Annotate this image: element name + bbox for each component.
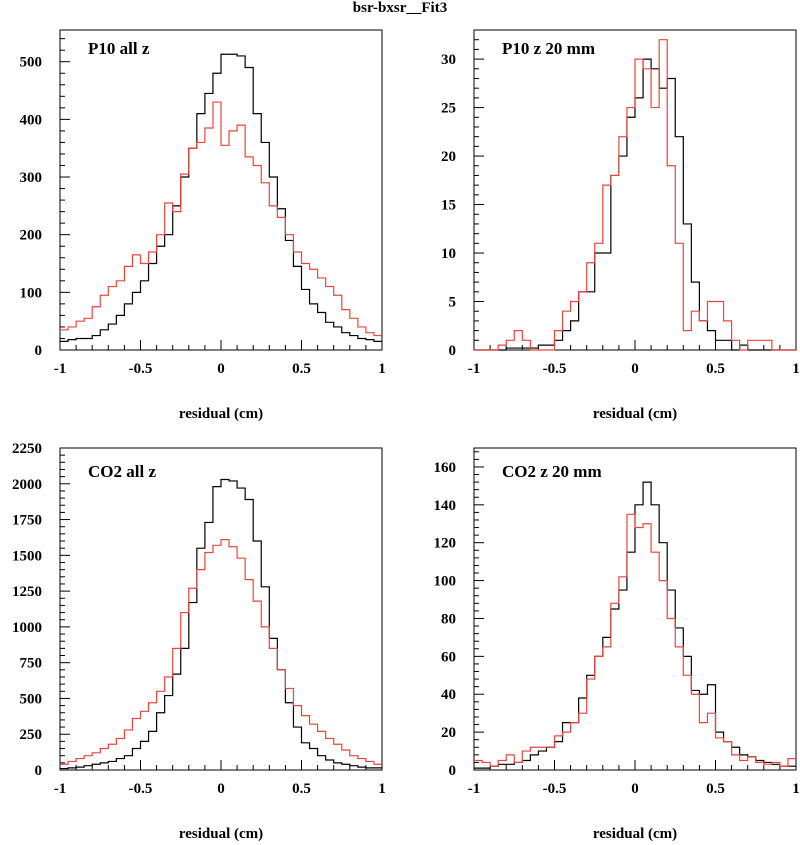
y-tick-label: 15 [441, 198, 456, 214]
histogram-series-red [60, 101, 382, 337]
histogram-series-black [474, 481, 796, 769]
y-tick-label: 5 [449, 295, 457, 311]
x-tick-label: 0 [217, 781, 225, 797]
y-tick-label: 40 [441, 687, 456, 703]
y-tick-label: 0 [449, 343, 457, 359]
x-axis-label: residual (cm) [179, 406, 263, 422]
y-tick-label: 500 [20, 691, 43, 707]
histogram-panel-1: -1 -0.5 0 0.5 1 0 100 200 300 400 500 P10 all z resi… [20, 29, 386, 422]
histogram-series-red [474, 39, 796, 351]
y-tick-label: 1000 [12, 620, 42, 636]
x-tick-label: 1 [792, 361, 800, 377]
y-tick-label: 1250 [12, 584, 42, 600]
y-tick-label: 60 [441, 649, 456, 665]
x-tick-label: -0.5 [129, 361, 153, 377]
panel-label: CO2 z 20 mm [502, 462, 602, 481]
panel-label: P10 z 20 mm [502, 39, 595, 58]
x-tick-label: -1 [468, 361, 481, 377]
y-tick-label: 20 [441, 149, 456, 165]
histogram-series-red [474, 513, 796, 767]
y-tick-label: 25 [441, 101, 456, 117]
x-tick-label: 0.5 [292, 361, 311, 377]
y-tick-label: 2000 [12, 477, 42, 493]
histogram-panel-4: -1 -0.5 0 0.5 1 0 20 40 60 80 100 120 140 160 CO2 z 20… [434, 447, 800, 842]
y-tick-label: 400 [20, 112, 43, 128]
y-tick-label: 10 [441, 246, 456, 262]
y-tick-label: 2250 [12, 441, 42, 457]
histogram-series-black [60, 53, 382, 342]
plot-frame [59, 447, 383, 771]
y-tick-label: 0 [35, 763, 43, 779]
x-tick-label: 1 [792, 781, 800, 797]
plot-frame [473, 447, 797, 771]
x-tick-label: 0.5 [706, 361, 725, 377]
y-tick-label: 200 [20, 228, 43, 244]
y-tick-label: 1500 [12, 548, 42, 564]
histogram-panel-3: -1 -0.5 0 0.5 1 0 250 500 750 1000 1250 1500 1750 200… [12, 441, 386, 842]
histogram-series-red [60, 538, 382, 765]
x-tick-label: 1 [378, 361, 386, 377]
histogram-series-black [60, 478, 382, 770]
x-axis-label: residual (cm) [179, 826, 263, 842]
x-tick-label: -1 [468, 781, 481, 797]
x-tick-label: 0.5 [706, 781, 725, 797]
figure-title: bsr-bxsr__Fit3 [352, 0, 448, 16]
y-tick-label: 140 [434, 498, 457, 514]
x-axis-label: residual (cm) [593, 826, 677, 842]
x-tick-label: -1 [54, 361, 67, 377]
x-tick-label: 1 [378, 781, 386, 797]
x-tick-label: -0.5 [543, 781, 567, 797]
histogram-series-black [474, 58, 796, 351]
x-tick-label: -0.5 [543, 361, 567, 377]
x-tick-label: 0.5 [292, 781, 311, 797]
y-tick-label: 500 [20, 55, 43, 71]
y-tick-label: 0 [449, 763, 457, 779]
x-tick-label: -0.5 [129, 781, 153, 797]
y-tick-label: 250 [20, 727, 43, 743]
x-tick-label: -1 [54, 781, 67, 797]
y-tick-label: 300 [20, 170, 43, 186]
y-tick-label: 120 [434, 536, 457, 552]
x-tick-label: 0 [631, 781, 639, 797]
y-tick-label: 30 [441, 52, 456, 68]
y-tick-label: 160 [434, 460, 457, 476]
y-tick-label: 80 [441, 611, 456, 627]
y-tick-label: 750 [20, 656, 43, 672]
x-tick-label: 0 [217, 361, 225, 377]
plot-frame [59, 29, 383, 351]
y-tick-label: 20 [441, 725, 456, 741]
x-axis-label: residual (cm) [593, 406, 677, 422]
panel-label: P10 all z [88, 39, 150, 58]
y-tick-label: 100 [20, 285, 43, 301]
x-tick-label: 0 [631, 361, 639, 377]
y-tick-label: 100 [434, 574, 457, 590]
y-tick-label: 0 [35, 343, 43, 359]
y-tick-label: 1750 [12, 513, 42, 529]
panel-label: CO2 all z [88, 462, 156, 481]
